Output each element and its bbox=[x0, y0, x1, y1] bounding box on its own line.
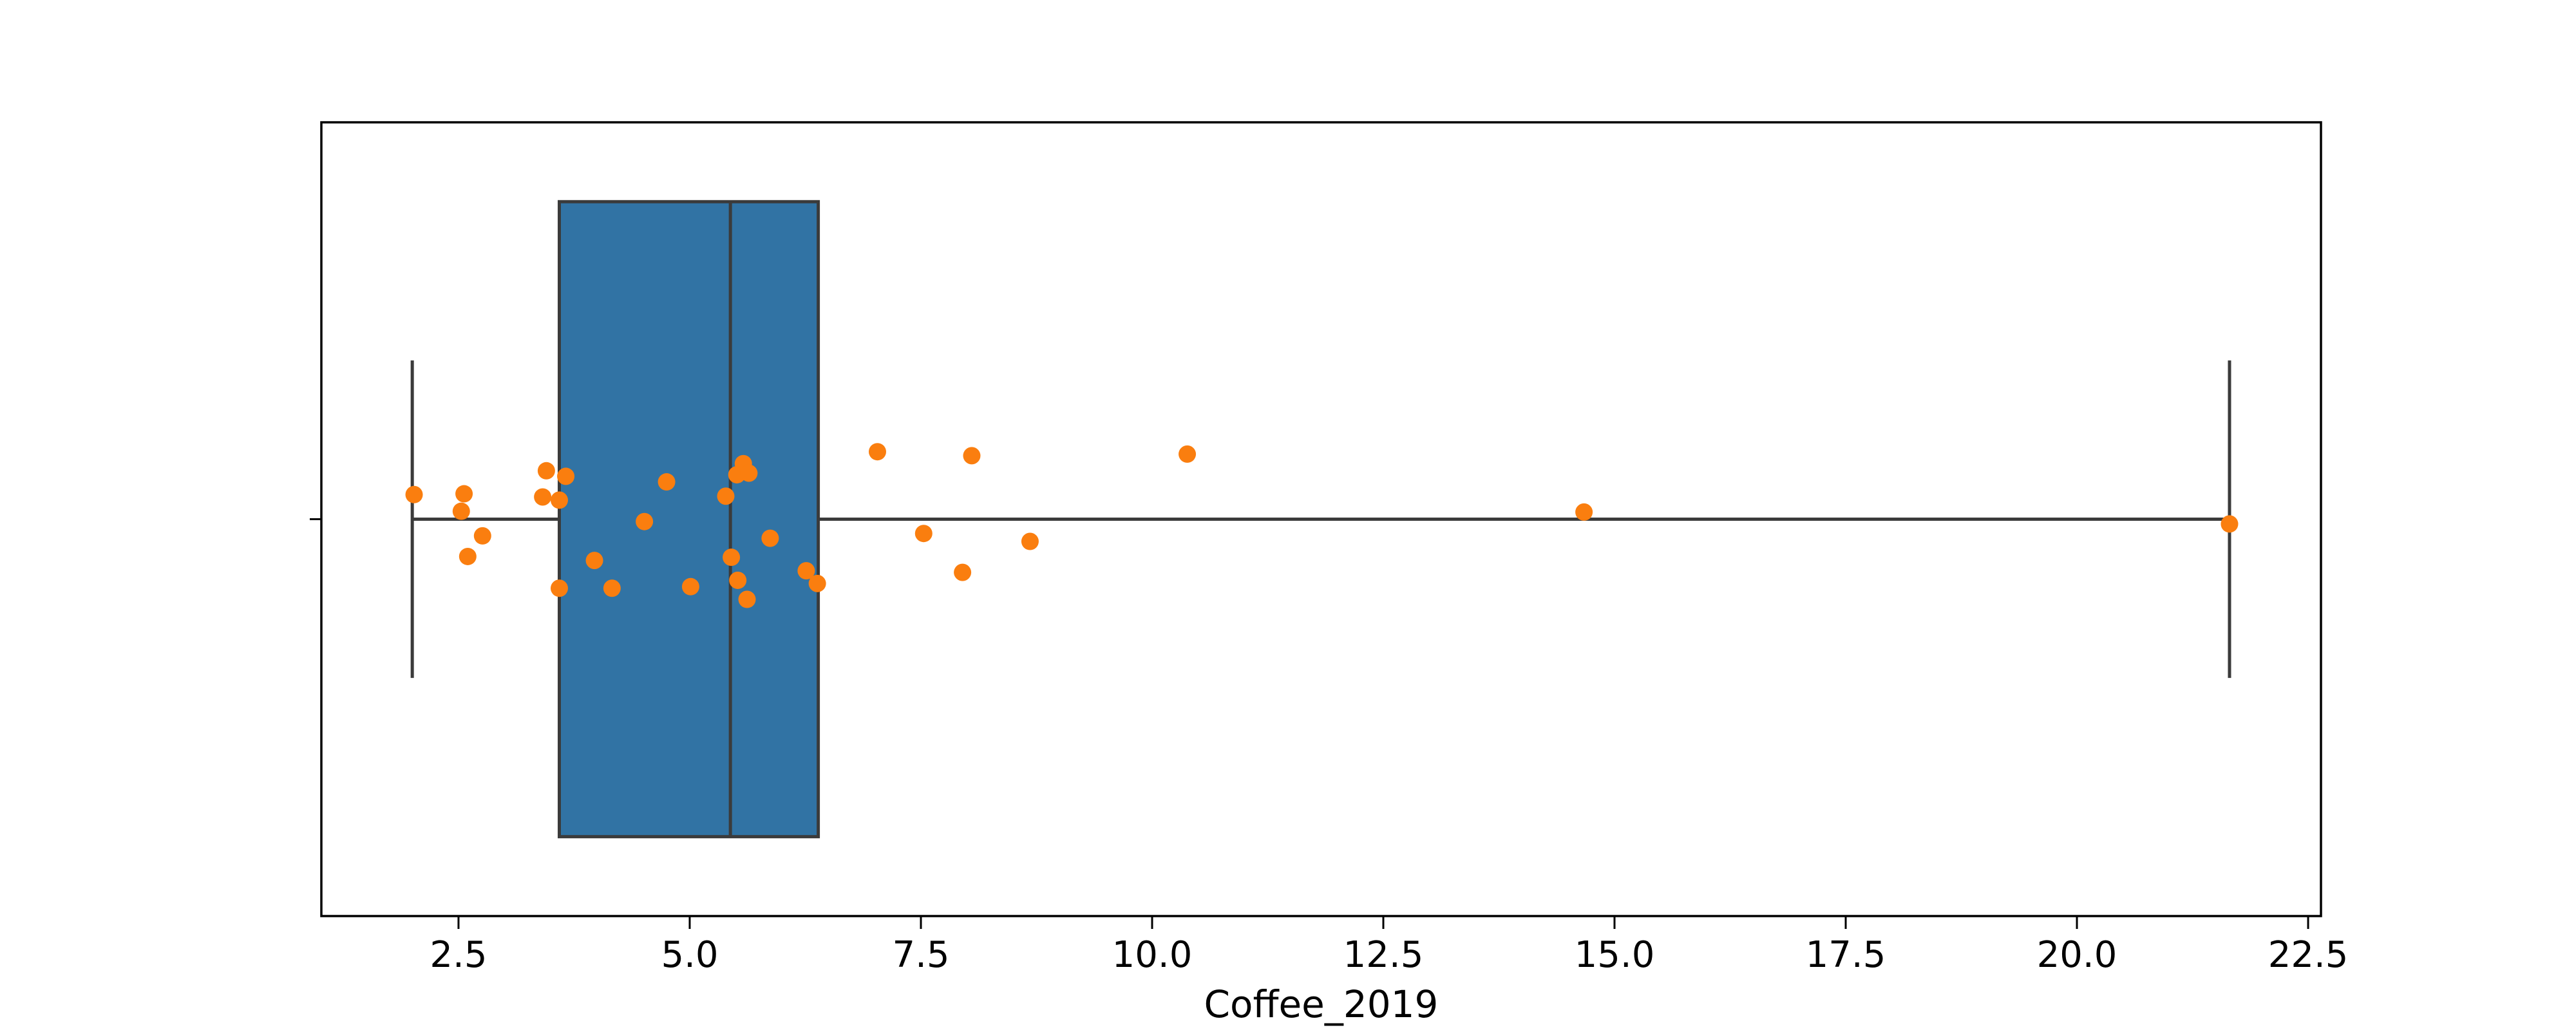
strip-point bbox=[1021, 532, 1039, 550]
strip-point bbox=[1179, 445, 1197, 463]
strip-point bbox=[2221, 515, 2239, 533]
x-tick-label: 17.5 bbox=[1806, 934, 1886, 976]
strip-point bbox=[681, 577, 699, 595]
strip-point bbox=[534, 488, 552, 506]
x-tick-label: 7.5 bbox=[892, 934, 949, 976]
strip-point bbox=[868, 443, 886, 461]
strip-point bbox=[723, 548, 741, 566]
strip-point bbox=[717, 487, 735, 505]
strip-point bbox=[405, 485, 423, 503]
strip-point bbox=[808, 574, 826, 592]
strip-point bbox=[455, 485, 473, 503]
strip-point bbox=[459, 547, 477, 565]
strip-point bbox=[963, 447, 981, 465]
x-tick-label: 12.5 bbox=[1343, 934, 1424, 976]
strip-point bbox=[452, 502, 470, 520]
strip-point bbox=[1575, 503, 1593, 521]
x-tick-label: 22.5 bbox=[2268, 934, 2349, 976]
strip-point bbox=[603, 579, 621, 597]
strip-point bbox=[914, 525, 933, 543]
strip-point bbox=[636, 512, 654, 530]
x-tick-label: 15.0 bbox=[1575, 934, 1655, 976]
strip-point bbox=[761, 529, 779, 547]
strip-point bbox=[658, 473, 676, 491]
strip-point bbox=[537, 462, 555, 480]
strip-point bbox=[738, 590, 756, 608]
strip-point bbox=[740, 464, 758, 482]
strip-point bbox=[585, 552, 603, 570]
x-tick-label: 20.0 bbox=[2037, 934, 2117, 976]
x-tick-label: 10.0 bbox=[1112, 934, 1193, 976]
x-tick-label: 5.0 bbox=[661, 934, 718, 976]
strip-point bbox=[797, 562, 815, 580]
strip-point bbox=[557, 467, 575, 485]
strip-point bbox=[550, 579, 568, 597]
x-tick-label: 2.5 bbox=[430, 934, 487, 976]
strip-point bbox=[473, 527, 491, 545]
strip-point bbox=[729, 571, 747, 589]
strip-point bbox=[954, 563, 972, 581]
x-axis-label: Coffee_2019 bbox=[1204, 982, 1439, 1026]
strip-point bbox=[550, 491, 568, 509]
iqr-box bbox=[557, 200, 820, 839]
